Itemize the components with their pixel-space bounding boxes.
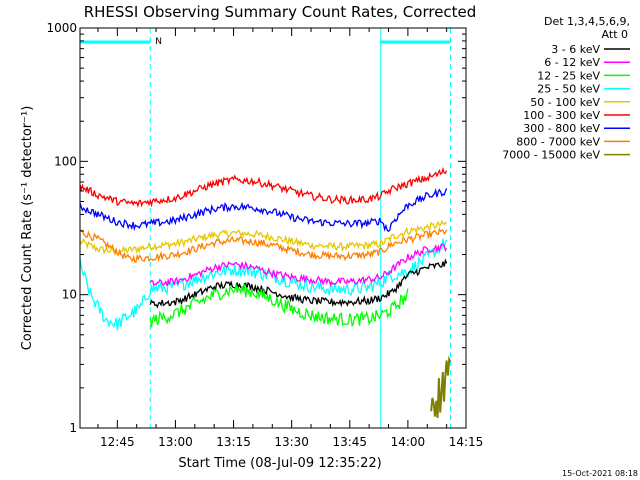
flag-label: N — [155, 37, 162, 47]
x-tick-label: 13:00 — [158, 435, 193, 449]
legend-label-7: 800 - 7000 keV — [516, 135, 600, 148]
y-axis-label: Corrected Count Rate (s⁻¹ detector⁻¹) — [20, 106, 35, 351]
footer-timestamp: 15-Oct-2021 08:18 — [562, 469, 638, 478]
legend-label-4: 50 - 100 keV — [530, 96, 600, 109]
x-tick-label: 14:00 — [391, 435, 426, 449]
x-axis-label: Start Time (08-Jul-09 12:35:22) — [178, 456, 381, 471]
legend-label-3: 25 - 50 keV — [537, 83, 600, 96]
legend-label-6: 300 - 800 keV — [523, 122, 600, 135]
series-line-1 — [149, 243, 448, 287]
series-line-5 — [80, 166, 448, 208]
legend-label-0: 3 - 6 keV — [551, 43, 600, 56]
legend-label-5: 100 - 300 keV — [523, 109, 600, 122]
plot-frame — [79, 27, 467, 429]
legend-label-2: 12 - 25 keV — [537, 69, 600, 82]
series-line-8 — [430, 355, 452, 418]
series-line-6 — [80, 188, 448, 233]
chart-title: RHESSI Observing Summary Count Rates, Co… — [84, 3, 477, 21]
series-line-4 — [80, 219, 448, 255]
legend-label-1: 6 - 12 keV — [544, 56, 600, 69]
y-tick-label: 1000 — [46, 21, 77, 35]
x-tick-label: 13:45 — [332, 435, 367, 449]
series-line-2 — [149, 283, 409, 328]
y-tick-label: 10 — [62, 288, 77, 302]
y-tick-label: 1 — [69, 421, 77, 435]
x-tick-label: 12:45 — [100, 435, 135, 449]
x-tick-label: 13:30 — [274, 435, 309, 449]
legend-header-line-2: Att 0 — [602, 28, 628, 41]
series-line-7 — [80, 227, 448, 263]
legend-label-8: 7000 - 15000 keV — [502, 149, 600, 162]
legend-header-line-1: Det 1,3,4,5,6,9, — [544, 15, 630, 28]
y-tick-label: 100 — [54, 154, 77, 168]
series-line-0 — [149, 258, 448, 309]
x-tick-label: 13:15 — [216, 435, 251, 449]
series-line-3 — [80, 238, 448, 331]
x-tick-label: 14:15 — [449, 435, 484, 449]
